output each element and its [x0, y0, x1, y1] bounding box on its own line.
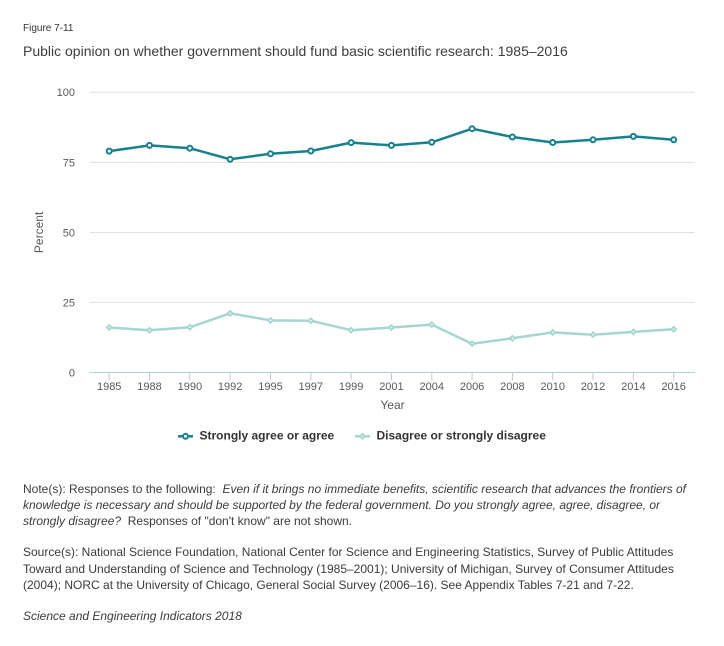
- svg-text:1995: 1995: [258, 381, 282, 393]
- svg-text:2014: 2014: [621, 381, 645, 393]
- svg-text:1997: 1997: [299, 381, 323, 393]
- svg-text:2004: 2004: [420, 381, 444, 393]
- svg-text:25: 25: [63, 297, 75, 309]
- svg-text:0: 0: [69, 367, 75, 379]
- svg-text:Year: Year: [380, 398, 404, 412]
- svg-text:2001: 2001: [379, 381, 403, 393]
- svg-text:1999: 1999: [339, 381, 363, 393]
- svg-text:1990: 1990: [178, 381, 202, 393]
- svg-text:Percent: Percent: [32, 211, 46, 253]
- svg-text:100: 100: [57, 87, 75, 99]
- svg-text:50: 50: [63, 227, 75, 239]
- svg-text:2006: 2006: [460, 381, 484, 393]
- svg-text:1985: 1985: [97, 381, 121, 393]
- svg-text:Strongly agree or agree: Strongly agree or agree: [200, 429, 335, 443]
- svg-text:75: 75: [63, 157, 75, 169]
- svg-text:2010: 2010: [540, 381, 564, 393]
- svg-text:2012: 2012: [581, 381, 605, 393]
- svg-text:2008: 2008: [500, 381, 524, 393]
- svg-text:1988: 1988: [137, 381, 161, 393]
- svg-text:Disagree or strongly disagree: Disagree or strongly disagree: [377, 429, 547, 443]
- svg-text:2016: 2016: [661, 381, 685, 393]
- svg-text:1992: 1992: [218, 381, 242, 393]
